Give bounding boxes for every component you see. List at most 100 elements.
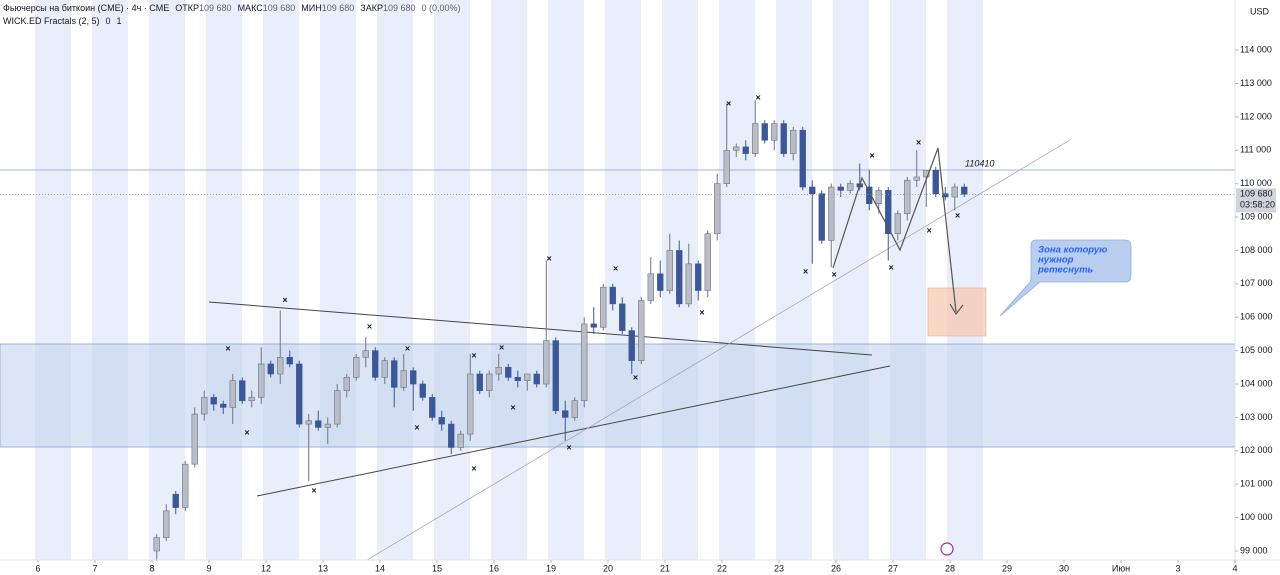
event-icon[interactable] bbox=[940, 542, 954, 556]
x-tick-label: 19 bbox=[546, 563, 556, 573]
x-tick-label: 29 bbox=[1002, 563, 1012, 573]
note-line: нужнор bbox=[1038, 255, 1074, 266]
x-tick-label: 28 bbox=[945, 563, 955, 573]
fractal-marker: × bbox=[755, 93, 760, 103]
currency: USD bbox=[1250, 6, 1270, 16]
candle-body bbox=[201, 397, 208, 415]
fractal-marker: × bbox=[510, 402, 515, 412]
y-tick-label: 109 000 bbox=[1240, 211, 1273, 221]
candle-body bbox=[467, 373, 474, 435]
candle-body bbox=[562, 410, 569, 418]
candle-body bbox=[904, 180, 911, 215]
session-stripes bbox=[35, 0, 983, 560]
candle-body bbox=[362, 350, 369, 358]
last-price-label: 109 680 bbox=[1240, 189, 1273, 199]
session-stripe bbox=[320, 0, 356, 560]
session-stripe bbox=[92, 0, 128, 560]
x-tick-label: 30 bbox=[1059, 563, 1069, 573]
candle-body bbox=[486, 373, 493, 391]
candle-body bbox=[818, 193, 825, 241]
x-tick-label: 15 bbox=[432, 563, 442, 573]
value: 1 bbox=[117, 16, 122, 26]
candle-body bbox=[752, 123, 759, 154]
x-tick-label: Июн bbox=[1112, 563, 1130, 573]
session-stripe bbox=[890, 0, 926, 560]
x-tick-label: 7 bbox=[92, 563, 97, 573]
candle-body bbox=[182, 463, 189, 508]
candle-body bbox=[790, 129, 797, 154]
candle-body bbox=[657, 273, 664, 291]
countdown: 03:58:20 bbox=[1240, 200, 1275, 210]
candle-body bbox=[524, 373, 531, 381]
value: 0 bbox=[106, 16, 111, 26]
trend-line bbox=[208, 301, 873, 356]
x-tick-label: 8 bbox=[149, 563, 154, 573]
candle-body bbox=[799, 129, 806, 188]
candle-body bbox=[647, 273, 654, 301]
price-axis bbox=[1235, 0, 1280, 575]
y-tick-label: 99 000 bbox=[1240, 545, 1268, 555]
x-tick-label: 3 bbox=[1175, 563, 1180, 573]
x-tick-label: 16 bbox=[489, 563, 499, 573]
x-tick-label: 4 bbox=[1232, 563, 1237, 573]
fractal-marker: × bbox=[499, 342, 504, 352]
y-tick-label: 108 000 bbox=[1240, 245, 1273, 255]
candle-body bbox=[372, 350, 379, 378]
fractal-marker: × bbox=[311, 485, 316, 495]
candle-body bbox=[875, 190, 882, 204]
y-tick-label: 111 000 bbox=[1240, 145, 1271, 155]
candle-body bbox=[932, 170, 939, 194]
candle-body bbox=[258, 363, 265, 398]
candle-body bbox=[761, 123, 768, 141]
candle-body bbox=[942, 193, 949, 198]
candle-body bbox=[676, 250, 683, 305]
candle-body bbox=[780, 123, 787, 154]
x-tick-label: 21 bbox=[660, 563, 670, 573]
label: МАКС bbox=[238, 3, 264, 13]
candle-body bbox=[894, 213, 901, 235]
value: 109 680 bbox=[199, 3, 232, 13]
x-tick-label: 26 bbox=[831, 563, 841, 573]
y-tick-label: 107 000 bbox=[1240, 278, 1273, 288]
value: 109 680 bbox=[322, 3, 355, 13]
candle-body bbox=[476, 373, 483, 391]
candle-body bbox=[666, 250, 673, 291]
fractal-marker: × bbox=[916, 137, 921, 147]
note-line: Зона которую bbox=[1038, 245, 1107, 256]
candle-body bbox=[191, 413, 198, 465]
label: МИН bbox=[301, 3, 321, 13]
candle-body bbox=[866, 186, 873, 204]
indicator: WICK.ED Fractals (2, 5) 0 1 bbox=[3, 16, 122, 26]
candle-body bbox=[315, 420, 322, 428]
candle-body bbox=[685, 263, 692, 305]
x-tick-label: 27 bbox=[888, 563, 898, 573]
trend-line bbox=[366, 139, 1071, 561]
candle-body bbox=[172, 493, 179, 508]
x-tick-label: 23 bbox=[774, 563, 784, 573]
candle-body bbox=[400, 370, 407, 388]
y-tick-label: 113 000 bbox=[1240, 78, 1272, 88]
session-stripe bbox=[434, 0, 470, 560]
session-stripe bbox=[206, 0, 242, 560]
x-tick-label: 9 bbox=[206, 563, 211, 573]
y-tick-label: 110 000 bbox=[1240, 178, 1272, 188]
candle-body bbox=[229, 380, 236, 408]
y-tick-label: 100 000 bbox=[1240, 512, 1273, 522]
session-stripe bbox=[149, 0, 185, 560]
candle-body bbox=[153, 537, 160, 552]
candle-body bbox=[220, 403, 227, 408]
callout bbox=[999, 239, 1132, 317]
fractal-marker: × bbox=[726, 99, 731, 109]
fractal-marker: × bbox=[803, 267, 808, 277]
candle-body bbox=[923, 170, 930, 178]
candle-body bbox=[353, 357, 360, 378]
candle-body bbox=[723, 149, 730, 184]
candle-body bbox=[828, 186, 835, 241]
value: 0 (0,00%) bbox=[422, 3, 461, 13]
y-tick-label: 112 000 bbox=[1240, 111, 1272, 121]
x-tick-label: 13 bbox=[318, 563, 328, 573]
candle-body bbox=[695, 263, 702, 291]
fractal-marker: × bbox=[926, 225, 931, 235]
candle-body bbox=[961, 186, 968, 195]
candle-body bbox=[514, 377, 521, 381]
